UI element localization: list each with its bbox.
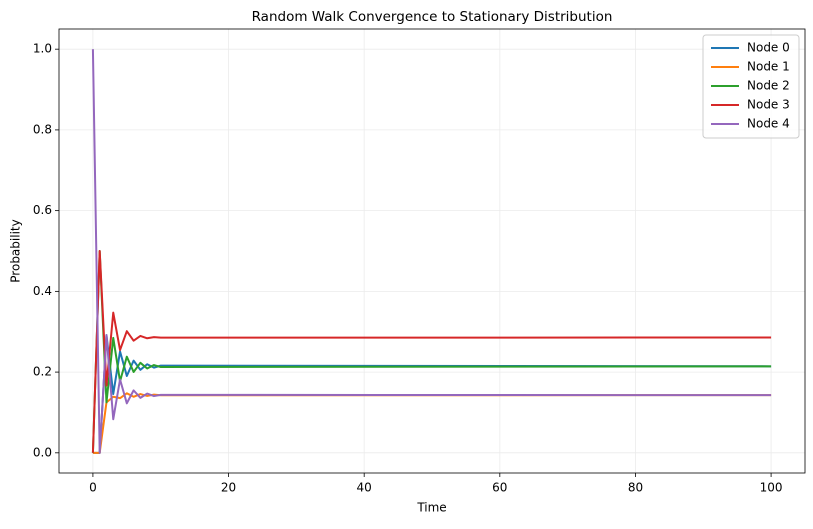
x-tick-label: 100 <box>760 481 783 495</box>
legend-label: Node 4 <box>747 117 790 131</box>
y-tick-label: 0.0 <box>33 445 52 459</box>
x-tick-label: 80 <box>628 481 643 495</box>
legend-label: Node 3 <box>747 98 790 112</box>
chart-title: Random Walk Convergence to Stationary Di… <box>252 9 613 25</box>
y-tick-label: 0.2 <box>33 365 52 379</box>
legend-box <box>702 34 800 139</box>
y-tick-label: 0.6 <box>33 203 52 217</box>
legend-label: Node 1 <box>747 60 790 74</box>
axes-frame <box>58 28 806 474</box>
x-tick-label: 20 <box>221 481 236 495</box>
x-tick-label: 0 <box>89 481 97 495</box>
legend-label: Node 0 <box>747 41 790 55</box>
y-tick-label: 0.4 <box>33 284 52 298</box>
y-tick-label: 0.8 <box>33 122 52 136</box>
legend-label: Node 2 <box>747 79 790 93</box>
data-line <box>91 49 772 454</box>
y-axis-label: Probability <box>9 219 23 282</box>
x-axis-label: Time <box>416 501 446 515</box>
x-tick-label: 60 <box>492 481 507 495</box>
y-tick-label: 1.0 <box>33 42 52 56</box>
x-tick-label: 40 <box>357 481 372 495</box>
legend: Node 0 Node 1 Node 2 Node 3 Node 4 <box>702 34 800 139</box>
